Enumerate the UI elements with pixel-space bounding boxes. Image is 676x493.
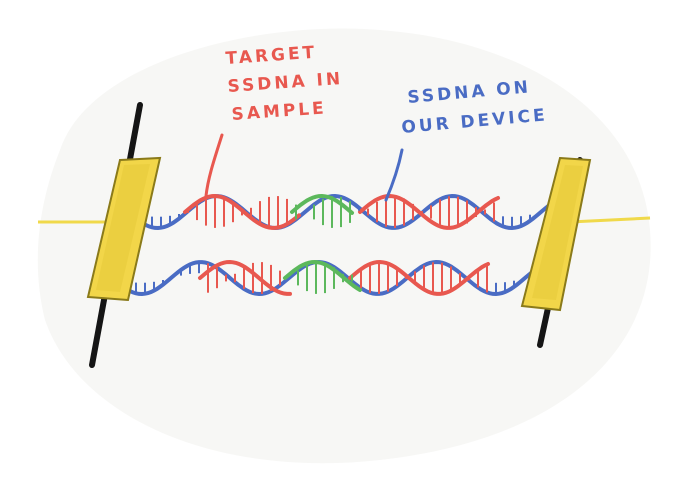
device-pointer-line	[384, 148, 404, 202]
helix-bottom-target-strand-1	[348, 259, 490, 296]
target-pointer-line	[204, 133, 224, 198]
helix-bottom-device-strand	[110, 259, 561, 297]
background-blob	[37, 28, 651, 464]
helix-bottom-middle-strand-0	[283, 259, 362, 292]
left-electrode	[86, 156, 162, 302]
dna-strands	[110, 193, 574, 297]
target-label: TARGET SSDNA IN SAMPLE	[225, 43, 344, 125]
right-electrode	[520, 156, 592, 312]
